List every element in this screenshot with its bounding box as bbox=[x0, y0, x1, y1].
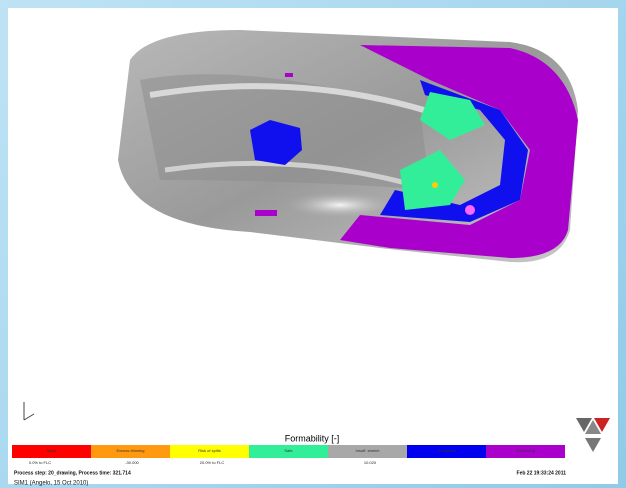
legend-title: Formability [-] bbox=[285, 433, 340, 443]
scale-label: 10.020 bbox=[364, 460, 377, 465]
legend-label: Safe bbox=[284, 448, 293, 453]
legend-swatch bbox=[249, 445, 328, 458]
legend-label: Compress bbox=[437, 448, 455, 453]
part-render bbox=[118, 30, 578, 263]
logo bbox=[576, 418, 610, 452]
axis-triad bbox=[23, 402, 35, 421]
scale-label: 0.0% to FLC bbox=[29, 460, 51, 465]
legend-swatch bbox=[486, 445, 565, 458]
scale-label: -30.000 bbox=[125, 460, 139, 465]
legend-swatch bbox=[407, 445, 486, 458]
legend-label: Risk of splits bbox=[198, 448, 220, 453]
legend-bar: Splits Excess thinning Risk of splits Safe I… bbox=[12, 445, 565, 458]
legend-label: Splits bbox=[47, 448, 57, 453]
legend-label: Insuff. stretch bbox=[356, 448, 380, 453]
simulation-name: SIM1 (Angelo, 15 Oct 2010) bbox=[14, 481, 88, 487]
legend-label: Thickening bbox=[516, 448, 535, 453]
legend-swatch bbox=[170, 445, 249, 458]
scale-label: 20.0% to FLC bbox=[200, 460, 225, 465]
process-info: Process step: 20_drawing, Process time: … bbox=[14, 470, 131, 476]
timestamp: Feb 22 19:33:24 2011 bbox=[517, 470, 567, 476]
legend-swatch bbox=[91, 445, 170, 458]
legend-label: Excess thinning bbox=[116, 448, 144, 453]
legend-swatch bbox=[12, 445, 91, 458]
legend-swatch bbox=[328, 445, 407, 458]
